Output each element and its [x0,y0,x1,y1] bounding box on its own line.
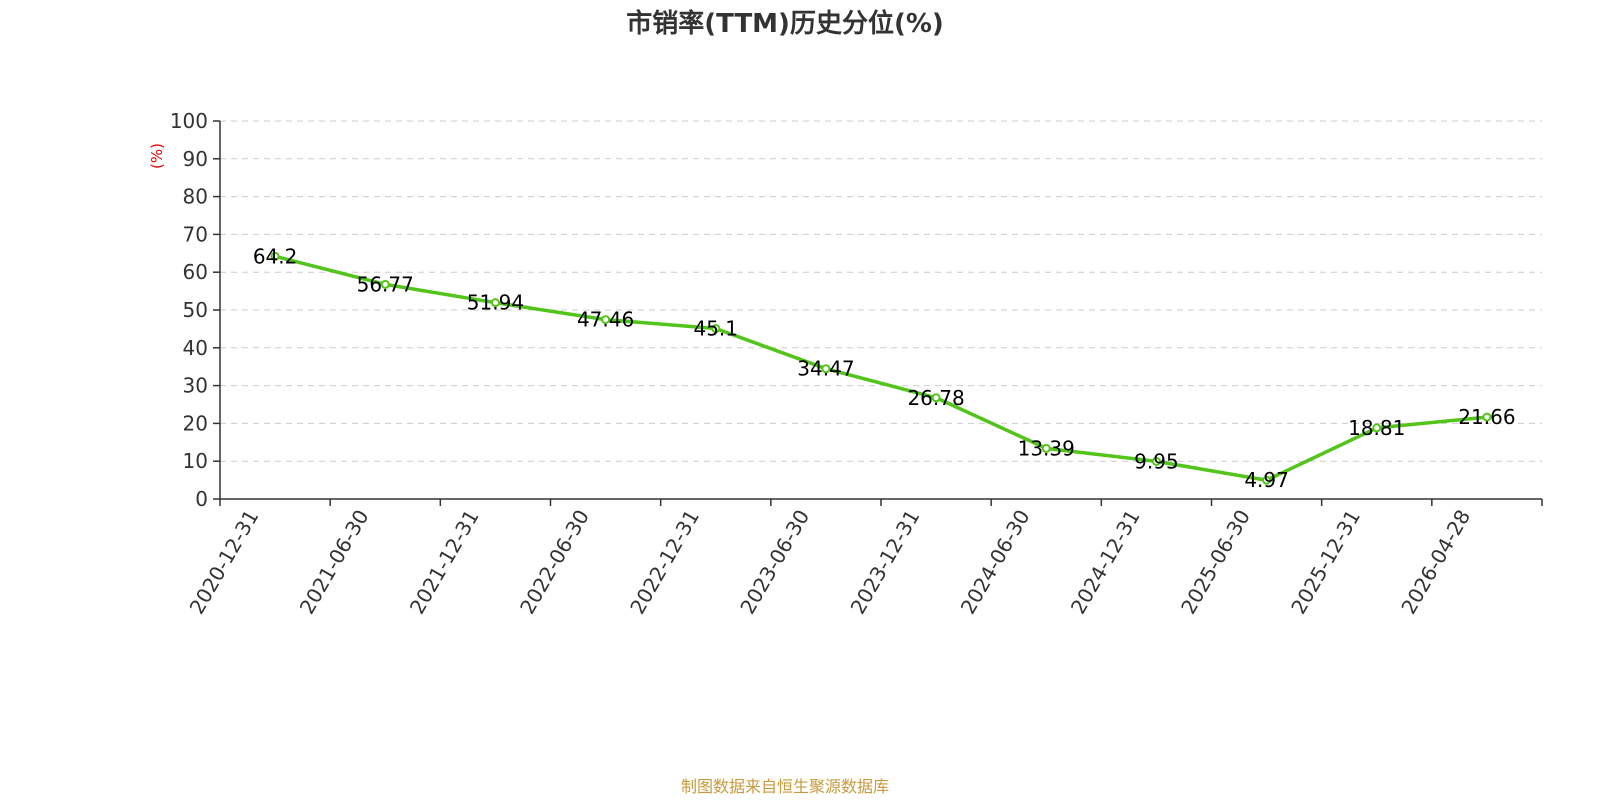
data-point [1151,456,1161,466]
y-tick-label: 40 [183,336,208,360]
source-note: 制图数据来自恒生聚源数据库 [681,777,889,796]
data-label: 13.39 [1018,436,1075,460]
x-tick-label: 2024-06-30 [956,506,1035,619]
data-label: 34.47 [797,357,854,381]
data-point [821,364,831,374]
data-label: 47.46 [577,308,634,332]
x-tick-label: 2023-12-31 [846,505,925,618]
x-tick-label: 2021-06-30 [295,506,374,619]
data-label: 21.66 [1458,405,1515,429]
data-label: 18.81 [1348,416,1405,440]
data-point [1041,443,1051,453]
x-tick-label: 2023-06-30 [735,506,814,619]
data-labels: 64.2 56.77 51.94 47.46 45.1 34.47 26.78 13.39 9.… [253,244,1516,492]
grid-lines [220,120,1542,462]
data-point [601,315,611,325]
data-point [711,324,721,334]
x-tick-label: 2024-12-31 [1066,506,1145,619]
x-tick-labels: 2020-12-31 2021-06-30 2021-12-31 2022-06-30… [185,505,1476,618]
y-tick-label: 100 [170,109,208,133]
series-line [273,254,1489,482]
x-tick-label: 2025-06-30 [1176,506,1255,619]
data-label: 64.2 [253,244,298,268]
data-point [1372,423,1382,433]
y-tick-label: 0 [195,487,208,511]
y-tick-label: 70 [183,222,208,246]
axes [213,120,1543,506]
y-tick-label: 80 [183,185,208,209]
x-tick-label: 2026-04-28 [1396,506,1475,619]
y-tick-label: 30 [183,374,208,398]
x-tick-label: 2020-12-31 [185,506,264,619]
data-label: 45.1 [693,317,738,341]
data-label: 9.95 [1134,449,1179,473]
data-point [1262,475,1272,485]
y-tick-label: 60 [183,260,208,284]
data-label: 4.97 [1244,468,1289,492]
data-point [1482,412,1492,422]
y-tick-label: 90 [183,147,208,171]
x-tick-label: 2022-12-31 [625,506,704,619]
series-line-group [270,251,1492,485]
data-point [490,298,500,308]
y-tick-label: 20 [183,411,208,435]
data-point [931,393,941,403]
y-tick-label: 50 [183,298,208,322]
y-axis-unit-label: (%) [148,143,166,169]
x-tick-label: 2021-12-31 [405,505,484,618]
data-point [380,279,390,289]
y-tick-label: 10 [183,449,208,473]
data-label: 51.94 [467,291,524,315]
y-tick-labels: 0 10 20 30 40 50 60 70 80 90 100 [170,109,208,511]
data-label: 56.77 [357,272,414,296]
data-point [270,251,280,261]
data-label: 26.78 [907,386,964,410]
x-tick-label: 2022-06-30 [515,506,594,619]
x-tick-label: 2025-12-31 [1286,506,1365,619]
chart-title: 市销率(TTM)历史分位(%) [626,8,944,39]
